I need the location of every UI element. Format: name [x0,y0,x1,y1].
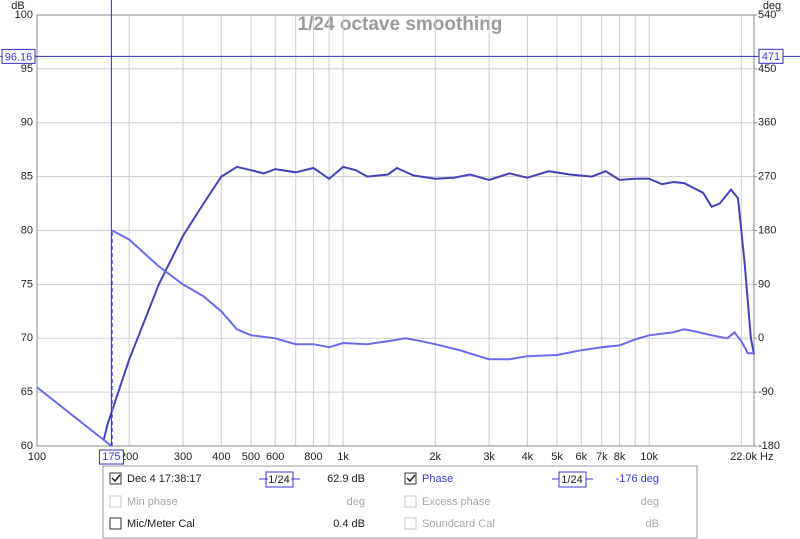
cursor-box [758,48,784,64]
x-tick-label: 600 [266,451,284,463]
x-tick-label: 10k [640,451,658,463]
checkbox[interactable] [109,517,122,530]
y2-tick-label: -90 [758,386,774,398]
y-axis-label: dB [11,0,24,12]
y2-axis-label: deg [763,0,781,12]
phase-name: Phase [422,473,453,485]
option-name: Mic/Meter Cal [127,518,195,530]
y-tick-label: 85 [21,171,33,183]
x-tick-label: 7k [596,451,608,463]
checkbox[interactable] [404,472,417,485]
x-tick-label: 200 [120,451,138,463]
x-unit: Hz [760,451,773,463]
check-mark [111,474,121,483]
check-mark [406,474,416,483]
cursor-x-label: 175 [102,451,120,463]
cursor-box [1,48,36,64]
x-tick-label: 400 [212,451,230,463]
option-name: Soundcard Cal [422,518,495,530]
option-value: dB [646,518,659,530]
option-value: deg [641,496,659,508]
panel: Dec 4 17:38:17 1/24 62.9 dB Phase 1/24 -… [102,465,698,539]
x-tick-label: 3k [483,451,495,463]
x-tick-label: 1k [337,451,349,463]
y-tick-label: 60 [21,440,33,452]
plot: 60 65 70 75 80 85 90 95 100 -180 -90 0 90 180 270 360 45… [0,0,800,465]
y-tick-label: 95 [21,63,33,75]
x-tick-label: 500 [242,451,260,463]
x-tick-label: 5k [551,451,563,463]
series-line [102,165,755,441]
x-tick-label: 6k [575,451,587,463]
y2-tick-label: 90 [758,278,770,290]
y-tick-label: 80 [21,224,33,236]
x-tick-label: 800 [304,451,322,463]
y2-tick-label: 270 [758,171,776,183]
x-tick-label: 4k [522,451,534,463]
series-line [36,229,754,447]
option-name: Excess phase [422,496,490,508]
phase-value: -176 deg [616,473,659,485]
smoothing-bg [268,473,291,486]
y-tick-label: 70 [21,332,33,344]
y2-tick-label: 540 [758,9,776,21]
smoothing: 1/24 [561,474,582,486]
x-tick-label: 8k [614,451,626,463]
option-name: Min phase [127,496,178,508]
checkbox [404,495,417,508]
y2-tick-label: 0 [758,332,764,344]
checkbox [109,495,122,508]
y2-tick-label: 180 [758,224,776,236]
x-tick-label: 22.0k [730,451,757,463]
smoothing: 1/24 [268,474,289,486]
x-tick-label: 300 [174,451,192,463]
option-value: deg [347,496,365,508]
y-tick-label: 75 [21,278,33,290]
cursor-y2-label: 471 [762,51,780,63]
x-tick-label: 100 [28,451,46,463]
y-tick-label: 100 [15,9,33,21]
y2-tick-label: 450 [758,63,776,75]
spl-value: 62.9 dB [327,473,365,485]
smoothing-box[interactable] [558,471,587,488]
option-value: 0.4 dB [333,518,365,530]
checkbox [404,517,417,530]
y2-tick-label: 360 [758,117,776,129]
panel-box [102,465,698,539]
checkbox[interactable] [109,472,122,485]
y-tick-label: 90 [21,117,33,129]
x-tick-label: 2k [429,451,441,463]
y2-tick-label: -180 [758,440,780,452]
cursor-y-label: 96.16 [5,51,33,63]
measurement-name: Dec 4 17:38:17 [127,473,202,485]
chart-title: 1/24 octave smoothing [298,14,503,35]
cursor-box [98,449,124,465]
y-tick-label: 65 [21,386,33,398]
